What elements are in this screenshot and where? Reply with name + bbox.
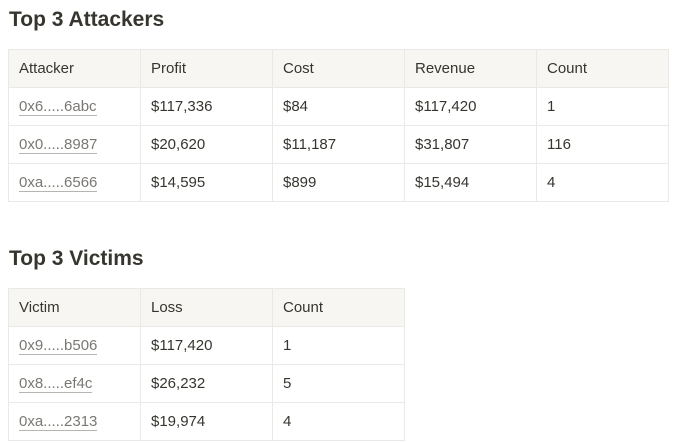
loss-cell: $117,420 [140, 326, 273, 365]
revenue-cell: $15,494 [404, 163, 537, 202]
attacker-address-link[interactable]: 0x6.....6abc [19, 98, 97, 116]
column-header-profit: Profit [140, 49, 273, 88]
victims-header-row: Victim Loss Count [8, 288, 405, 327]
column-header-loss: Loss [140, 288, 273, 327]
loss-cell: $19,974 [140, 402, 273, 441]
attackers-section: Top 3 Attackers Attacker Profit Cost Rev… [8, 0, 669, 202]
table-row: 0x9.....b506 $117,420 1 [8, 326, 405, 365]
attacker-address-link[interactable]: 0xa.....6566 [19, 174, 98, 192]
count-cell: 1 [272, 326, 405, 365]
victim-address-cell: 0x9.....b506 [8, 326, 141, 365]
attacker-address-cell: 0x6.....6abc [8, 87, 141, 126]
cost-cell: $899 [272, 163, 405, 202]
profit-cell: $20,620 [140, 125, 273, 164]
cost-cell: $84 [272, 87, 405, 126]
profit-cell: $117,336 [140, 87, 273, 126]
attacker-address-link[interactable]: 0x0.....8987 [19, 136, 98, 154]
revenue-cell: $31,807 [404, 125, 537, 164]
table-row: 0xa.....2313 $19,974 4 [8, 402, 405, 441]
attackers-header-row: Attacker Profit Cost Revenue Count [8, 49, 669, 88]
loss-cell: $26,232 [140, 364, 273, 403]
count-cell: 116 [536, 125, 669, 164]
table-row: 0x8.....ef4c $26,232 5 [8, 364, 405, 403]
column-header-count: Count [272, 288, 405, 327]
profit-cell: $14,595 [140, 163, 273, 202]
column-header-count: Count [536, 49, 669, 88]
victims-section: Top 3 Victims Victim Loss Count 0x9.....… [8, 239, 405, 441]
table-row: 0x6.....6abc $117,336 $84 $117,420 1 [8, 87, 669, 126]
attacker-address-cell: 0xa.....6566 [8, 163, 141, 202]
column-header-revenue: Revenue [404, 49, 537, 88]
count-cell: 1 [536, 87, 669, 126]
victims-table: Victim Loss Count 0x9.....b506 $117,420 … [8, 288, 405, 441]
table-row: 0xa.....6566 $14,595 $899 $15,494 4 [8, 163, 669, 202]
table-row: 0x0.....8987 $20,620 $11,187 $31,807 116 [8, 125, 669, 164]
revenue-cell: $117,420 [404, 87, 537, 126]
victim-address-link[interactable]: 0x8.....ef4c [19, 375, 93, 393]
column-header-cost: Cost [272, 49, 405, 88]
count-cell: 4 [536, 163, 669, 202]
attackers-heading: Top 3 Attackers [9, 8, 165, 31]
victim-address-link[interactable]: 0x9.....b506 [19, 337, 98, 355]
count-cell: 5 [272, 364, 405, 403]
victim-address-cell: 0x8.....ef4c [8, 364, 141, 403]
victim-address-link[interactable]: 0xa.....2313 [19, 413, 98, 431]
attackers-table: Attacker Profit Cost Revenue Count 0x6..… [8, 49, 669, 202]
column-header-attacker: Attacker [8, 49, 141, 88]
victims-heading: Top 3 Victims [9, 247, 144, 270]
victim-address-cell: 0xa.....2313 [8, 402, 141, 441]
count-cell: 4 [272, 402, 405, 441]
column-header-victim: Victim [8, 288, 141, 327]
attacker-address-cell: 0x0.....8987 [8, 125, 141, 164]
cost-cell: $11,187 [272, 125, 405, 164]
